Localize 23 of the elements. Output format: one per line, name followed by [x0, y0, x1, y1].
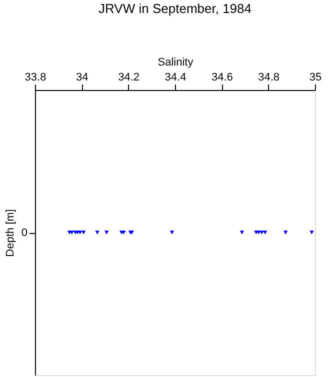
x-tick-label: 35	[309, 72, 322, 84]
point	[283, 230, 288, 234]
x-tick-label: 34.6	[211, 72, 233, 84]
point	[170, 230, 174, 234]
point	[240, 230, 244, 234]
point	[262, 230, 268, 234]
point	[122, 230, 126, 234]
x-tick-label: 33.8	[24, 72, 46, 84]
x-tick-label: 34.2	[118, 72, 140, 84]
x-tick-label: 34.4	[164, 72, 186, 84]
point	[78, 230, 82, 234]
y-tick-label: 0	[21, 227, 28, 239]
point	[95, 230, 100, 234]
point	[310, 230, 314, 234]
point	[70, 230, 74, 234]
x-tick-label: 34.8	[258, 72, 280, 84]
chart-title: JRVW in September, 1984	[98, 1, 252, 16]
point	[81, 230, 86, 234]
x-axis-title: Salinity	[158, 56, 194, 68]
y-axis-title: Depth [m]	[4, 209, 16, 257]
point	[260, 230, 264, 234]
x-tick-label: 34	[76, 72, 88, 84]
point	[104, 230, 109, 234]
